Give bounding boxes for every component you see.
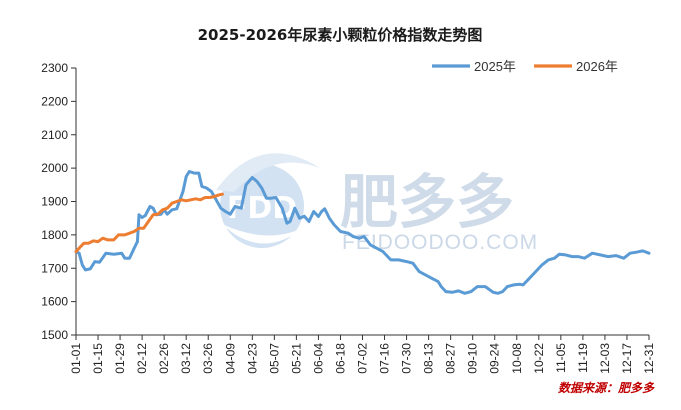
- x-tick-label: 08-13: [422, 343, 436, 374]
- legend-label-2025: 2025年: [474, 59, 516, 74]
- x-tick-label: 02-26: [157, 343, 171, 374]
- y-tick-label: 1500: [41, 328, 68, 342]
- x-tick-label: 09-24: [488, 343, 502, 374]
- x-tick-label: 10-08: [510, 343, 524, 374]
- y-tick-label: 1900: [41, 195, 68, 209]
- x-tick-label: 03-12: [179, 343, 193, 374]
- x-tick-label: 02-12: [135, 343, 149, 374]
- y-tick-label: 1600: [41, 295, 68, 309]
- x-tick-label: 09-10: [466, 343, 480, 374]
- legend-item-2026: 2026年: [534, 59, 618, 74]
- watermark-logo-icon: FDD: [216, 153, 320, 248]
- y-tick-label: 1800: [41, 228, 68, 242]
- x-tick-label: 01-15: [91, 343, 105, 374]
- x-tick-label: 08-27: [444, 343, 458, 374]
- x-axis-ticks: 01-01 01-15 01-29 02-12 02-26 03-12 03-26 04-09…: [69, 335, 656, 374]
- x-tick-label: 05-07: [267, 343, 281, 374]
- x-tick-label: 11-05: [554, 343, 568, 373]
- legend-label-2026: 2026年: [576, 59, 618, 74]
- x-tick-label: 04-09: [223, 343, 237, 374]
- x-tick-label: 06-18: [333, 343, 347, 374]
- y-tick-label: 2300: [41, 61, 68, 75]
- x-tick-label: 07-02: [356, 343, 370, 374]
- source-label: 数据来源：肥多多: [558, 381, 655, 395]
- legend: 2025年 2026年: [432, 59, 618, 74]
- x-tick-label: 04-23: [245, 343, 259, 374]
- series-lines: [74, 170, 651, 295]
- x-tick-label: 11-19: [576, 343, 590, 373]
- x-tick-label: 12-31: [642, 343, 656, 374]
- watermark-brand-text: 肥多多: [340, 168, 514, 236]
- x-tick-label: 12-17: [620, 343, 634, 374]
- y-axis-ticks: 1500 1600 1700 1800 1900 2000 2100 2200 2300: [41, 61, 76, 342]
- x-tick-label: 06-04: [311, 343, 325, 374]
- x-tick-label: 07-16: [378, 343, 392, 374]
- watermark: FDD 肥多多 FEIDOODOO.COM: [216, 153, 538, 254]
- legend-item-2025: 2025年: [432, 59, 516, 74]
- x-tick-label: 10-22: [532, 343, 546, 374]
- y-tick-label: 2000: [41, 161, 68, 175]
- x-tick-label: 01-29: [113, 343, 127, 374]
- y-tick-label: 1700: [41, 261, 68, 275]
- y-tick-label: 2100: [41, 128, 68, 142]
- x-tick-label: 07-30: [400, 343, 414, 374]
- watermark-url-text: FEIDOODOO.COM: [342, 231, 538, 254]
- x-tick-label: 05-21: [289, 343, 303, 374]
- series-line-0: [74, 170, 651, 295]
- x-tick-label: 12-03: [598, 343, 612, 374]
- x-tick-label: 03-26: [201, 343, 215, 374]
- chart-title: 2025-2026年尿素小颗粒价格指数走势图: [198, 26, 483, 44]
- series-line-1: [74, 192, 224, 254]
- x-tick-label: 01-01: [69, 343, 83, 374]
- y-tick-label: 2200: [41, 94, 68, 108]
